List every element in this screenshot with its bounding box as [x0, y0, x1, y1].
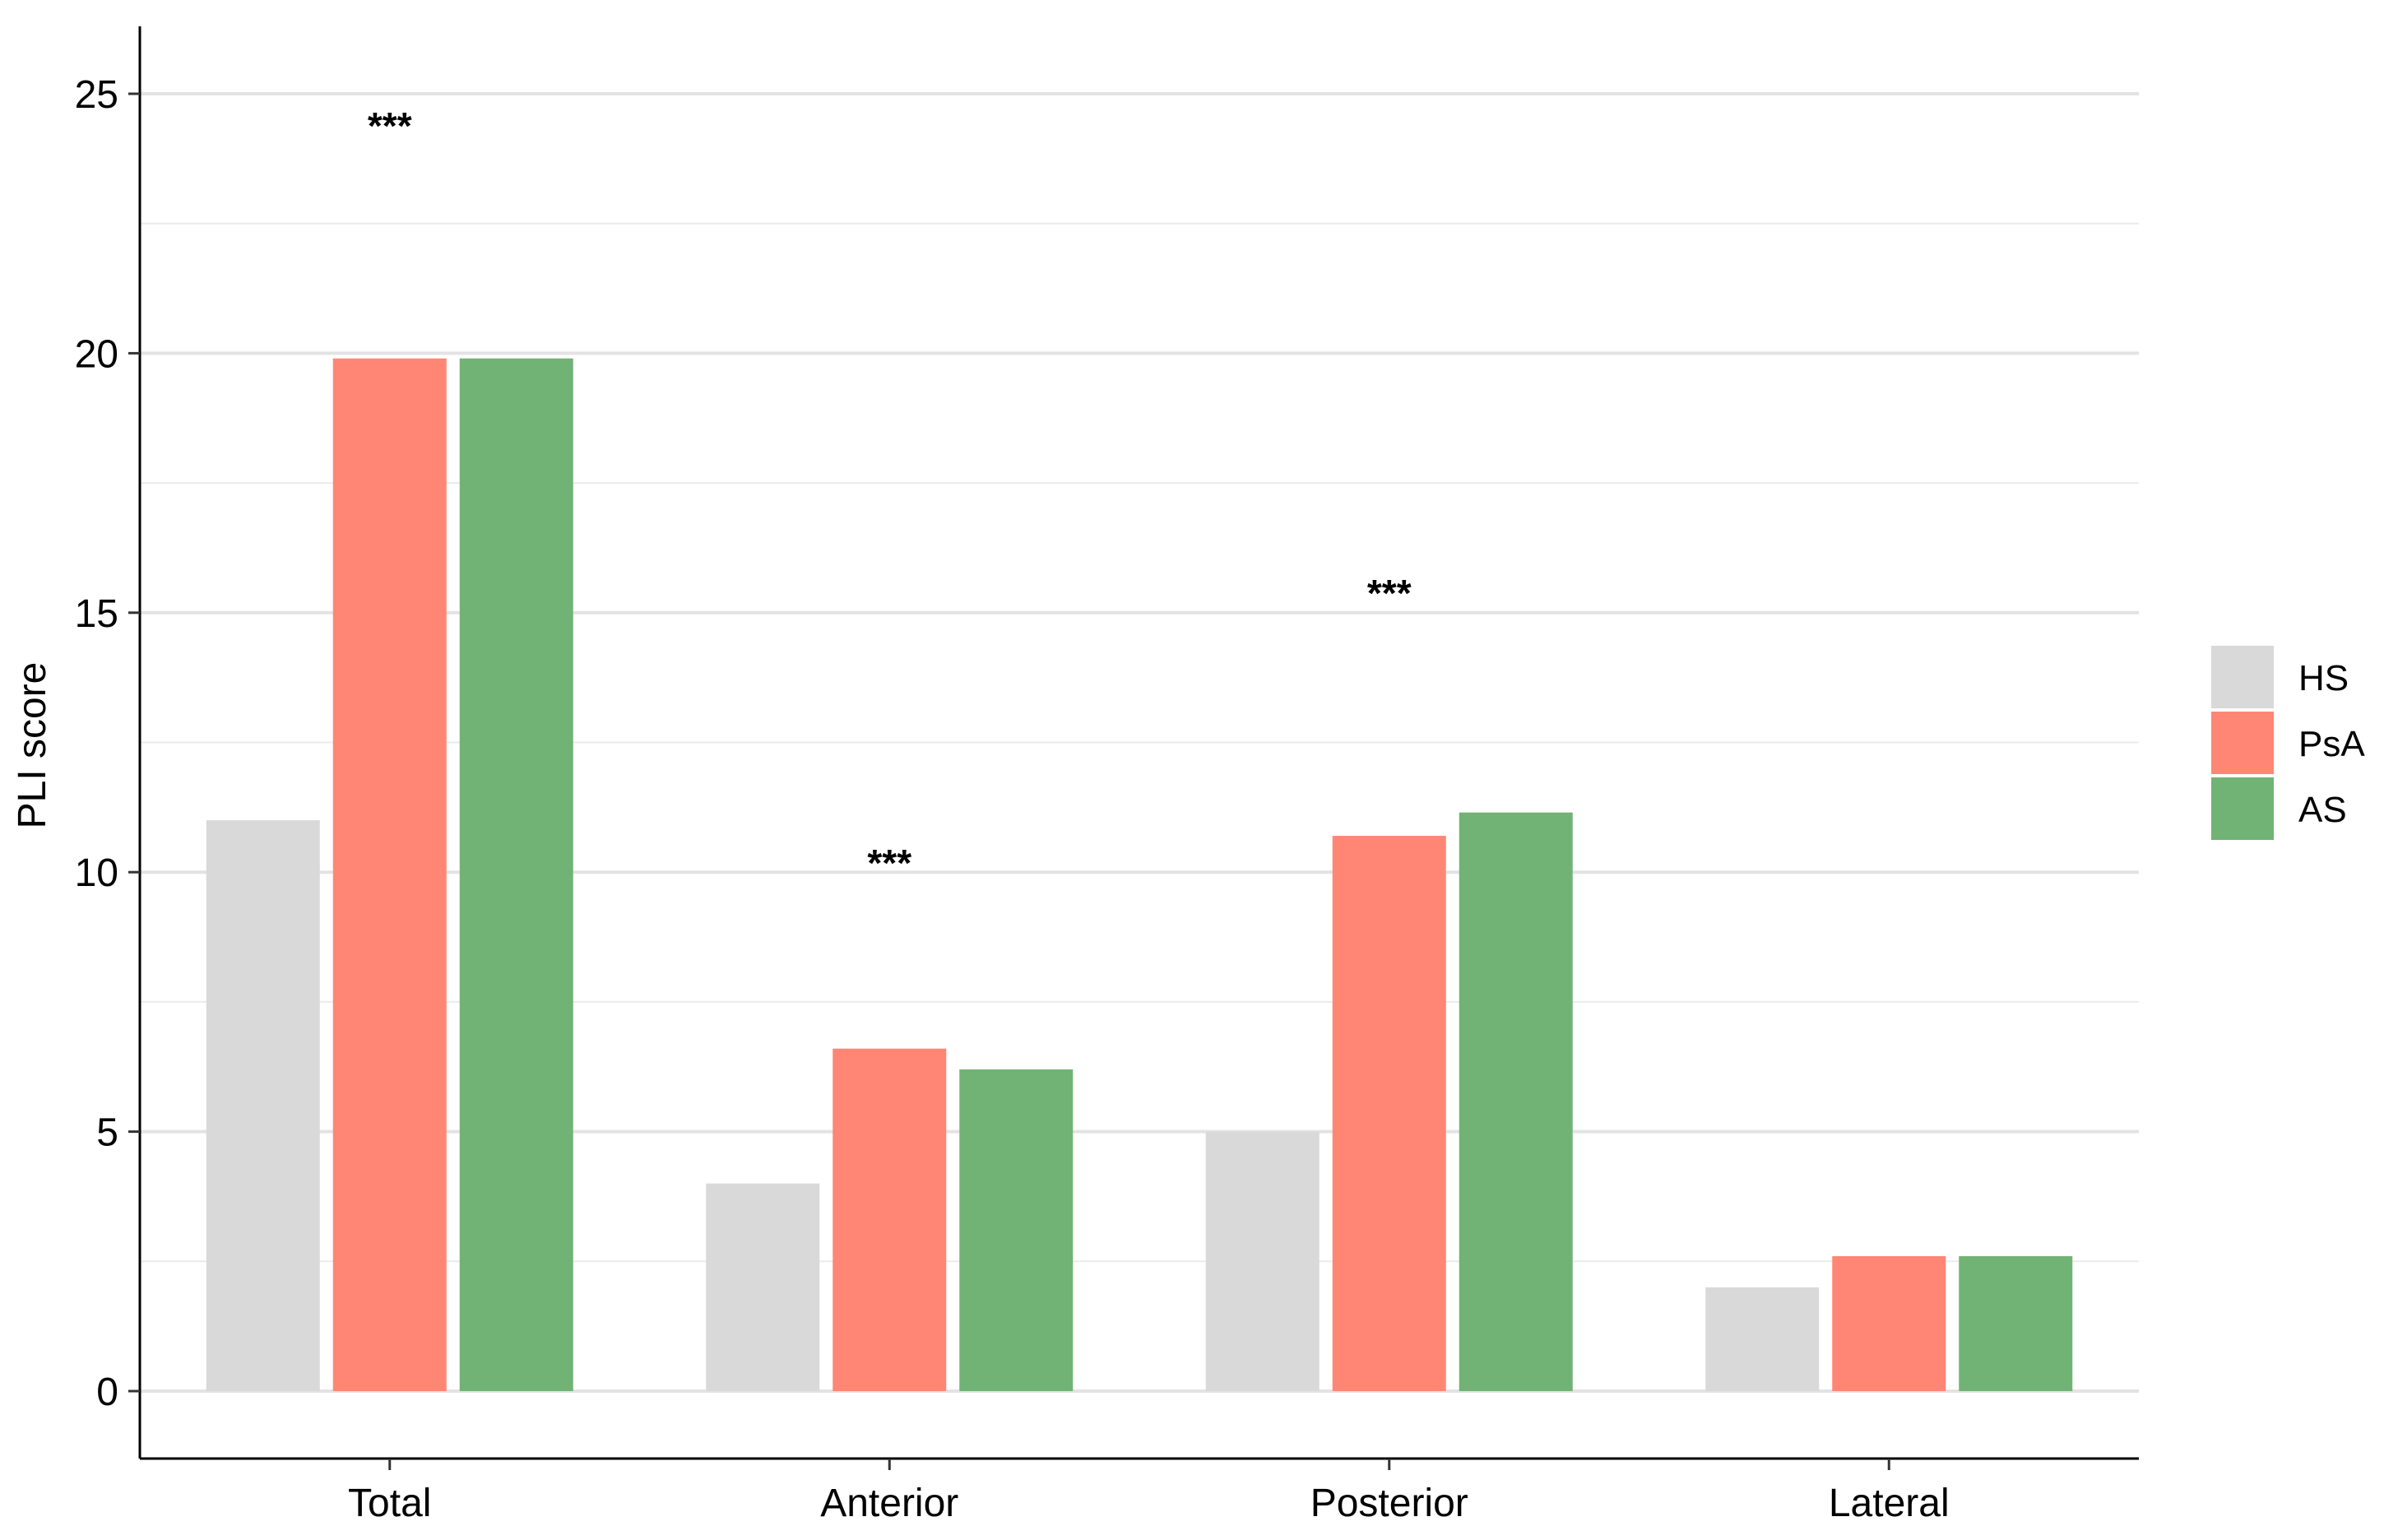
- y-axis-title: PLI score: [11, 662, 54, 829]
- legend-key-psa: [2211, 712, 2274, 774]
- axes: 0 5 10 15 20 25 Total Anterior Posterior Lateral: [75, 26, 2139, 1525]
- bar-psa-lateral: [1832, 1255, 1946, 1391]
- y-tick-label: 25: [75, 73, 118, 117]
- bar-hs-anterior: [706, 1183, 820, 1391]
- bar-as-anterior: [959, 1069, 1074, 1391]
- bar-as-posterior: [1459, 812, 1573, 1391]
- y-tick-label: 5: [96, 1111, 118, 1155]
- significance-annotations: *** *** ***: [368, 104, 1412, 884]
- legend: HS PsA AS: [2211, 646, 2365, 840]
- bar-hs-lateral: [1705, 1287, 1820, 1391]
- legend-label-psa: PsA: [2298, 724, 2365, 764]
- bar-psa-posterior: [1332, 836, 1446, 1391]
- bar-as-total: [459, 358, 573, 1391]
- significance-marker-total: ***: [368, 104, 412, 147]
- legend-label-as: AS: [2298, 790, 2347, 830]
- y-tick-label: 20: [75, 332, 118, 376]
- legend-key-hs: [2211, 646, 2274, 708]
- bar-hs-total: [206, 820, 320, 1391]
- bar-hs-posterior: [1205, 1131, 1320, 1391]
- bar-as-lateral: [1959, 1255, 2073, 1391]
- y-tick-label: 10: [75, 851, 118, 895]
- legend-label-hs: HS: [2298, 658, 2349, 698]
- bars: [206, 358, 2073, 1391]
- y-tick-label: 0: [96, 1371, 118, 1414]
- x-tick-label-lateral: Lateral: [1829, 1482, 1950, 1525]
- y-tick-label: 15: [75, 592, 118, 636]
- significance-marker-anterior: ***: [867, 842, 911, 884]
- bar-psa-anterior: [833, 1048, 947, 1391]
- legend-key-as: [2211, 777, 2274, 840]
- x-tick-label-anterior: Anterior: [820, 1482, 958, 1525]
- x-tick-label-posterior: Posterior: [1310, 1482, 1468, 1525]
- bar-psa-total: [332, 358, 447, 1391]
- x-tick-label-total: Total: [348, 1482, 431, 1525]
- significance-marker-posterior: ***: [1367, 572, 1412, 615]
